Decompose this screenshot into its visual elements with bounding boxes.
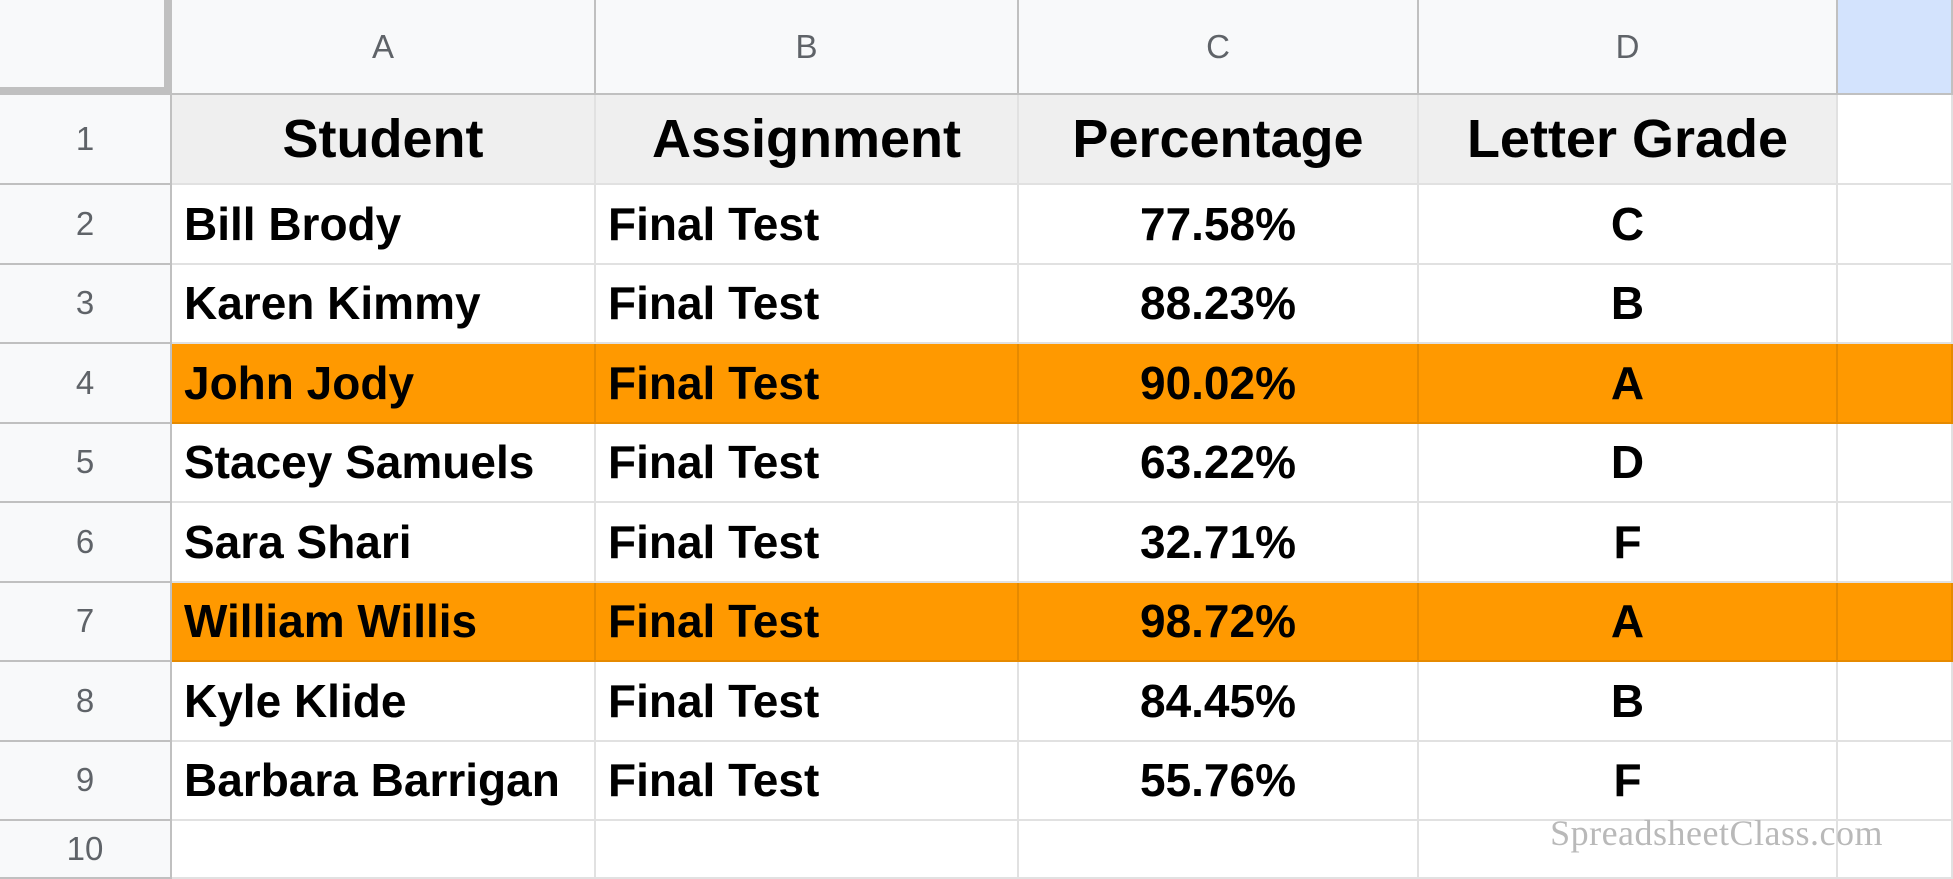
empty-cell[interactable] xyxy=(1838,423,1953,503)
select-all-corner[interactable] xyxy=(0,0,172,95)
percentage-cell[interactable]: 77.58% xyxy=(1019,185,1419,265)
column-header-e[interactable] xyxy=(1838,0,1953,95)
student-cell-highlighted[interactable]: John Jody xyxy=(172,344,596,424)
empty-cell[interactable] xyxy=(1838,741,1953,821)
percentage-cell[interactable]: 84.45% xyxy=(1019,662,1419,742)
empty-cell[interactable] xyxy=(1838,503,1953,583)
student-cell[interactable]: Karen Kimmy xyxy=(172,264,596,344)
assignment-cell[interactable]: Final Test xyxy=(596,503,1019,583)
student-cell-highlighted[interactable]: William Willis xyxy=(172,582,596,662)
empty-cell[interactable] xyxy=(596,821,1019,879)
empty-cell[interactable] xyxy=(1838,185,1953,265)
assignment-cell[interactable]: Final Test xyxy=(596,423,1019,503)
grade-cell[interactable]: F xyxy=(1419,503,1838,583)
grade-cell[interactable]: B xyxy=(1419,264,1838,344)
empty-cell-highlighted[interactable] xyxy=(1838,582,1953,662)
grade-cell[interactable]: B xyxy=(1419,662,1838,742)
student-cell[interactable]: Bill Brody xyxy=(172,185,596,265)
percentage-cell[interactable]: 88.23% xyxy=(1019,264,1419,344)
student-cell[interactable]: Kyle Klide xyxy=(172,662,596,742)
empty-cell[interactable] xyxy=(1838,662,1953,742)
assignment-cell[interactable]: Final Test xyxy=(596,185,1019,265)
percentage-cell-highlighted[interactable]: 90.02% xyxy=(1019,344,1419,424)
row-header-2[interactable]: 2 xyxy=(0,185,172,265)
assignment-cell-highlighted[interactable]: Final Test xyxy=(596,582,1019,662)
empty-cell[interactable] xyxy=(1019,821,1419,879)
header-cell-percentage[interactable]: Percentage xyxy=(1019,95,1419,185)
header-cell-student[interactable]: Student xyxy=(172,95,596,185)
grade-cell[interactable]: D xyxy=(1419,423,1838,503)
student-cell[interactable]: Sara Shari xyxy=(172,503,596,583)
grade-cell-highlighted[interactable]: A xyxy=(1419,344,1838,424)
header-cell-assignment[interactable]: Assignment xyxy=(596,95,1019,185)
column-header-c[interactable]: C xyxy=(1019,0,1419,95)
row-header-10[interactable]: 10 xyxy=(0,821,172,879)
column-header-a[interactable]: A xyxy=(172,0,596,95)
row-header-5[interactable]: 5 xyxy=(0,423,172,503)
header-cell-letter-grade[interactable]: Letter Grade xyxy=(1419,95,1838,185)
empty-cell[interactable] xyxy=(1838,264,1953,344)
grade-cell[interactable]: C xyxy=(1419,185,1838,265)
row-header-3[interactable]: 3 xyxy=(0,264,172,344)
empty-cell[interactable] xyxy=(1838,95,1953,185)
percentage-cell-highlighted[interactable]: 98.72% xyxy=(1019,582,1419,662)
empty-cell[interactable] xyxy=(172,821,596,879)
watermark-text: SpreadsheetClass.com xyxy=(1550,813,1883,853)
grade-cell-highlighted[interactable]: A xyxy=(1419,582,1838,662)
assignment-cell[interactable]: Final Test xyxy=(596,741,1019,821)
percentage-cell[interactable]: 32.71% xyxy=(1019,503,1419,583)
student-cell[interactable]: Stacey Samuels xyxy=(172,423,596,503)
row-header-6[interactable]: 6 xyxy=(0,503,172,583)
empty-cell-highlighted[interactable] xyxy=(1838,344,1953,424)
grade-cell[interactable]: F xyxy=(1419,741,1838,821)
percentage-cell[interactable]: 55.76% xyxy=(1019,741,1419,821)
row-header-4[interactable]: 4 xyxy=(0,344,172,424)
row-header-8[interactable]: 8 xyxy=(0,662,172,742)
assignment-cell[interactable]: Final Test xyxy=(596,264,1019,344)
student-cell[interactable]: Barbara Barrigan xyxy=(172,741,596,821)
row-header-7[interactable]: 7 xyxy=(0,582,172,662)
row-header-1[interactable]: 1 xyxy=(0,95,172,185)
column-header-d[interactable]: D xyxy=(1419,0,1838,95)
assignment-cell-highlighted[interactable]: Final Test xyxy=(596,344,1019,424)
column-header-b[interactable]: B xyxy=(596,0,1019,95)
row-header-9[interactable]: 9 xyxy=(0,741,172,821)
percentage-cell[interactable]: 63.22% xyxy=(1019,423,1419,503)
assignment-cell[interactable]: Final Test xyxy=(596,662,1019,742)
